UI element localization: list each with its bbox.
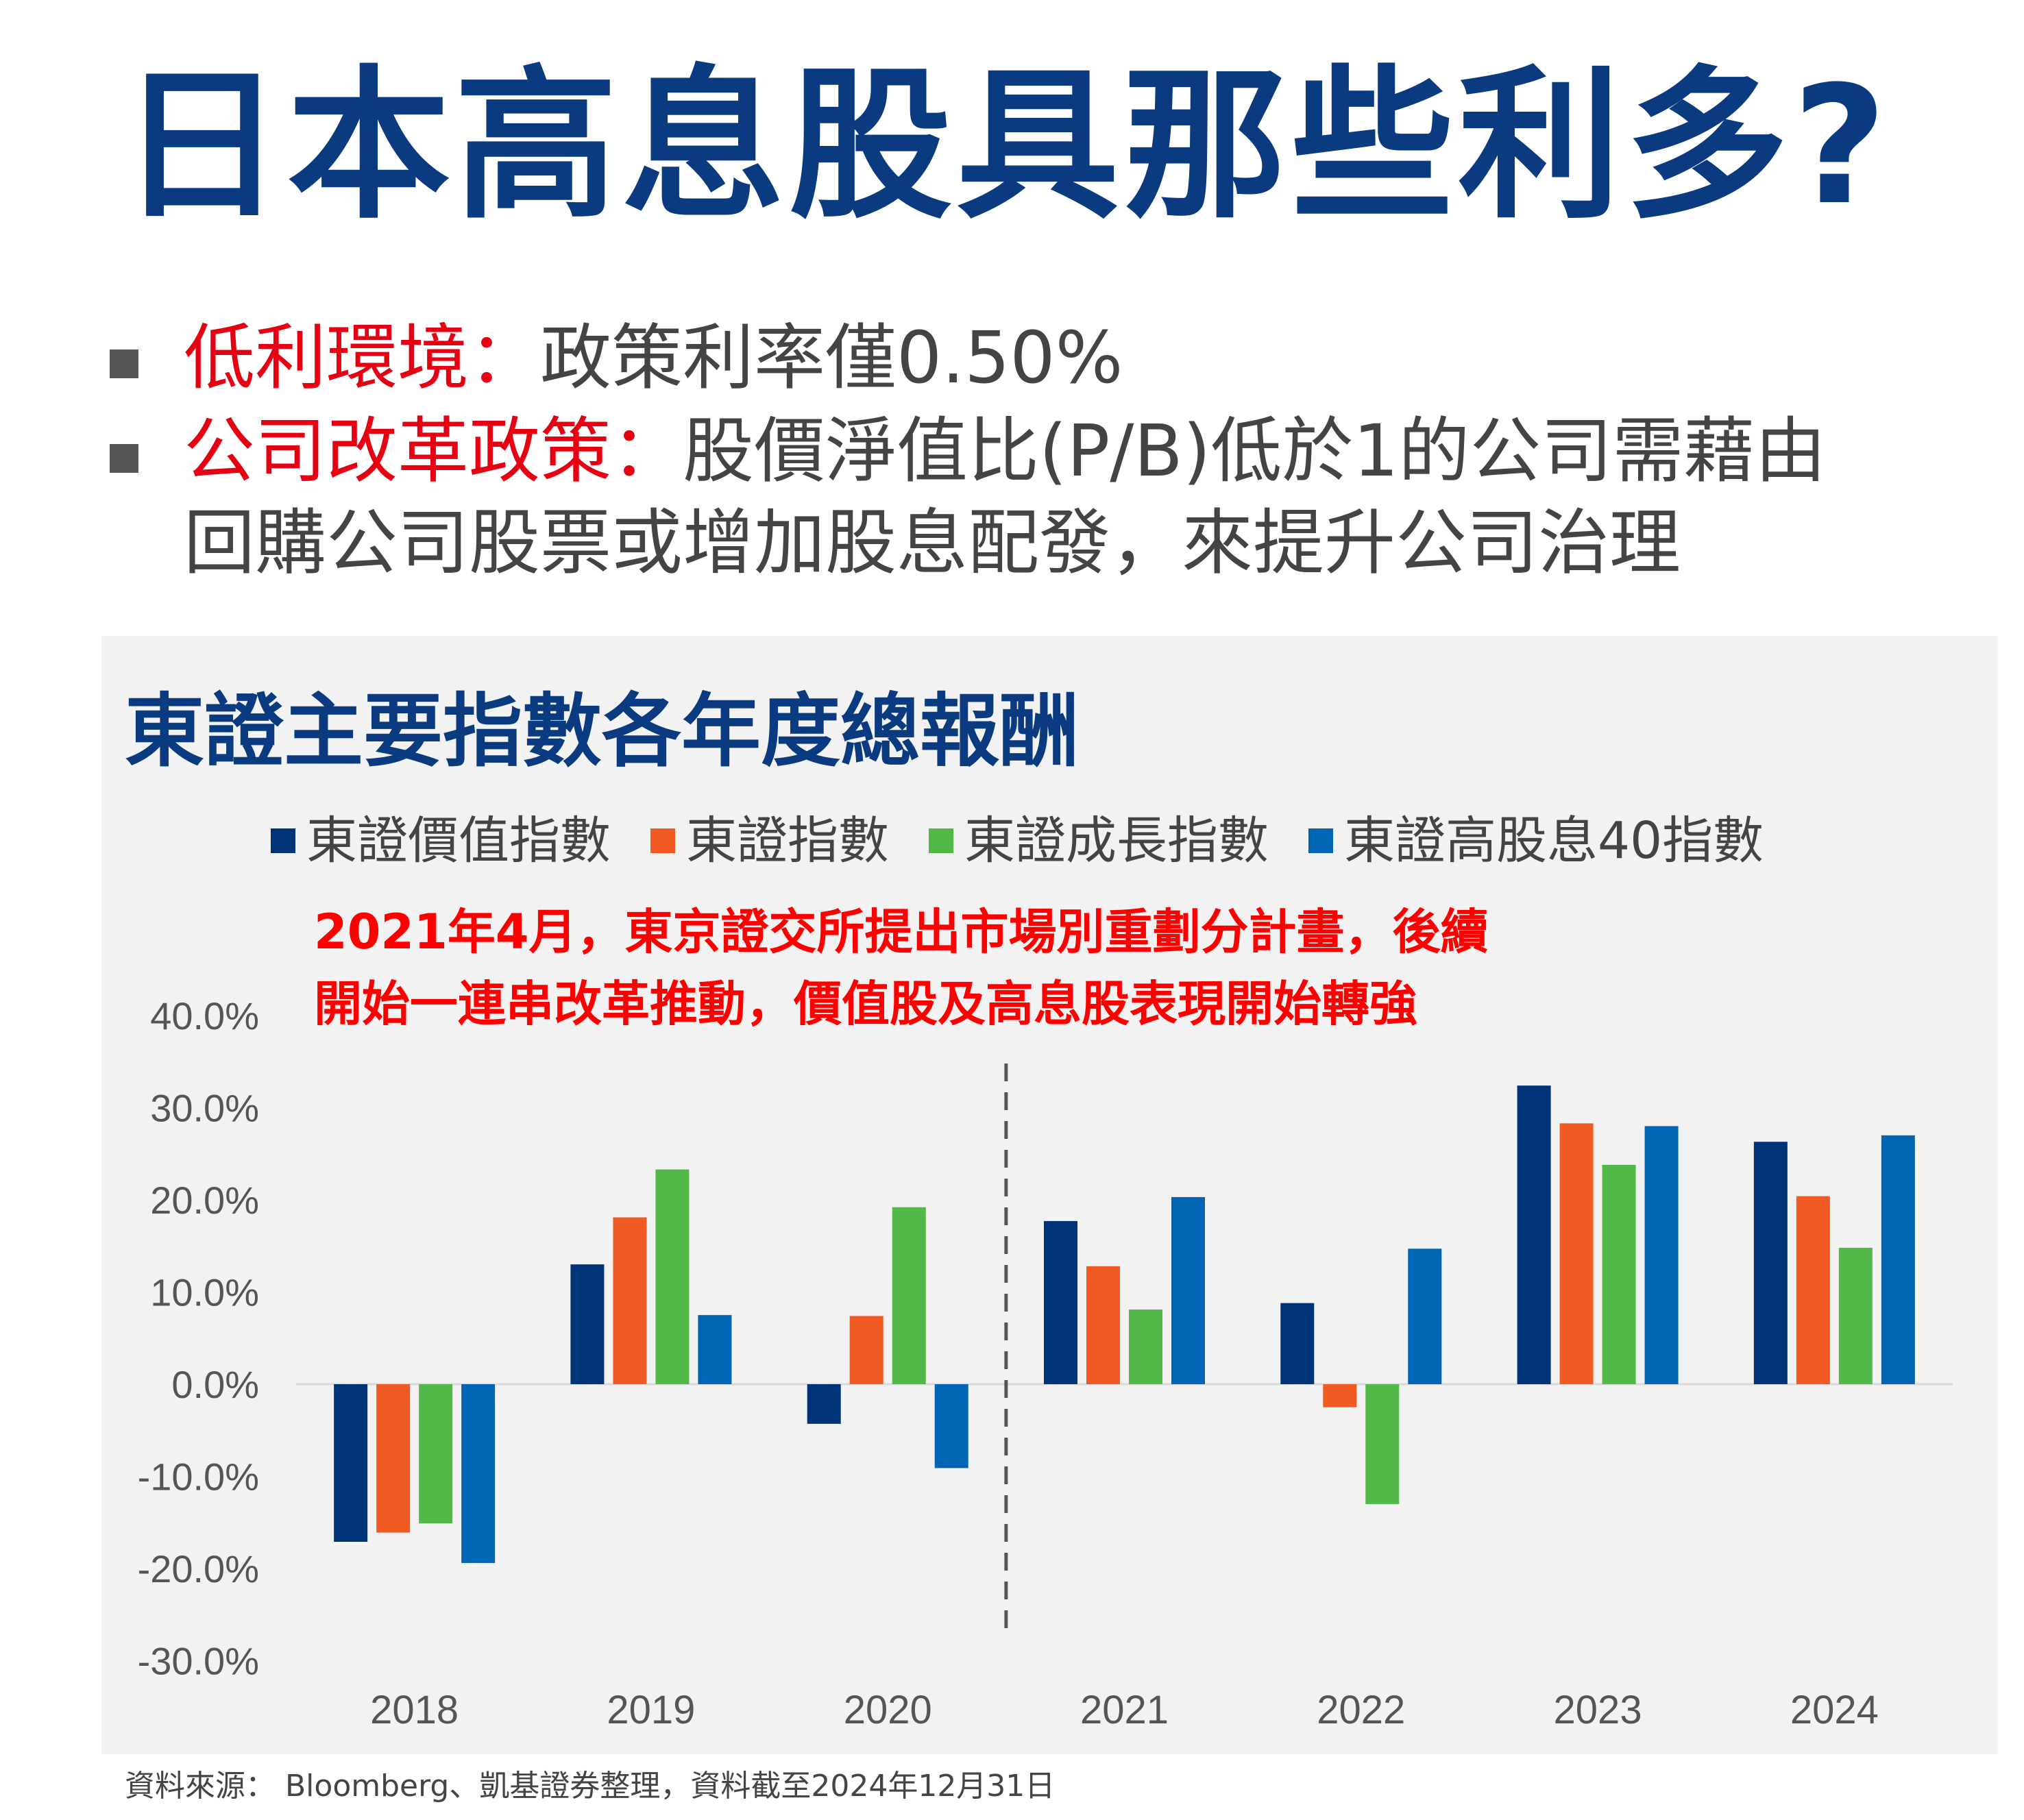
bar-2018-series-0 bbox=[334, 1384, 368, 1542]
bar-2018-series-3 bbox=[461, 1384, 496, 1563]
legend-label: 東證高股息40指數 bbox=[1344, 811, 1764, 870]
bar-2021-series-1 bbox=[1086, 1266, 1120, 1384]
legend-swatch bbox=[271, 828, 295, 853]
bar-2018-series-1 bbox=[376, 1384, 411, 1533]
y-tick-label: -30.0% bbox=[138, 1640, 259, 1683]
legend-label: 東證指數 bbox=[686, 811, 889, 870]
x-tick-label: 2021 bbox=[1080, 1688, 1169, 1732]
legend-label: 東證成長指數 bbox=[964, 811, 1269, 870]
bar-2022-series-1 bbox=[1323, 1384, 1357, 1407]
legend-swatch bbox=[650, 828, 675, 853]
bar-2018-series-2 bbox=[419, 1384, 453, 1524]
page-title: 日本高息股具那些利多? bbox=[120, 51, 1892, 241]
bar-2019-series-2 bbox=[655, 1169, 690, 1384]
bullet-highlight: 公司改革政策： bbox=[184, 409, 683, 493]
bar-2019-series-3 bbox=[698, 1315, 732, 1384]
bullet-icon bbox=[110, 444, 138, 473]
y-tick-label: 0.0% bbox=[171, 1363, 259, 1406]
bar-2023-series-1 bbox=[1559, 1123, 1594, 1384]
bar-2022-series-3 bbox=[1408, 1249, 1442, 1384]
bullet-icon bbox=[110, 349, 138, 378]
bullet-text: 股價淨值比(P/B)低於1的公司需藉由 bbox=[683, 409, 1827, 493]
x-tick-label: 2020 bbox=[844, 1688, 932, 1732]
bar-2021-series-3 bbox=[1171, 1196, 1205, 1384]
bar-2020-series-3 bbox=[934, 1384, 968, 1468]
bar-2024-series-2 bbox=[1838, 1247, 1873, 1384]
legend-label: 東證價值指數 bbox=[306, 811, 611, 870]
legend-item: 東證價值指數 bbox=[271, 815, 611, 866]
x-tick-label: 2023 bbox=[1554, 1688, 1642, 1732]
annotation-line-1: 2021年4月，東京證交所提出市場別重劃分計畫，後續 bbox=[314, 904, 1489, 960]
source-note: 資料來源： Bloomberg、凱基證券整理，資料截至2024年12月31日 bbox=[125, 1769, 1056, 1804]
legend-swatch bbox=[1308, 828, 1333, 853]
chart-panel bbox=[101, 636, 1998, 1754]
x-tick-label: 2018 bbox=[370, 1688, 459, 1732]
bar-2023-series-2 bbox=[1602, 1164, 1636, 1384]
legend-item: 東證成長指數 bbox=[929, 815, 1269, 866]
bullet-reform: 公司改革政策：股價淨值比(P/B)低於1的公司需藉由 bbox=[184, 415, 1826, 487]
bar-2021-series-2 bbox=[1129, 1309, 1162, 1384]
x-tick-label: 2019 bbox=[607, 1688, 695, 1732]
bar-2022-series-2 bbox=[1365, 1384, 1400, 1504]
bar-2021-series-0 bbox=[1044, 1220, 1077, 1384]
chart-title: 東證主要指數各年度總報酬 bbox=[125, 685, 1079, 778]
y-tick-label: 30.0% bbox=[150, 1087, 259, 1130]
bar-2024-series-3 bbox=[1881, 1135, 1915, 1384]
bar-2024-series-0 bbox=[1753, 1142, 1788, 1384]
x-tick-label: 2024 bbox=[1790, 1688, 1879, 1732]
bar-2020-series-0 bbox=[807, 1384, 841, 1424]
legend-item: 東證指數 bbox=[650, 815, 889, 866]
y-tick-label: -10.0% bbox=[138, 1455, 259, 1499]
legend-item: 東證高股息40指數 bbox=[1308, 815, 1764, 866]
bullet-low-rate: 低利環境：政策利率僅0.50% bbox=[184, 322, 1123, 393]
bar-2023-series-0 bbox=[1517, 1085, 1551, 1384]
x-tick-label: 2022 bbox=[1317, 1688, 1405, 1732]
bar-2019-series-0 bbox=[570, 1264, 605, 1384]
y-tick-label: -20.0% bbox=[138, 1547, 259, 1590]
bar-2024-series-1 bbox=[1796, 1196, 1830, 1384]
bullet-text: 政策利率僅0.50% bbox=[540, 316, 1123, 399]
y-tick-label: 40.0% bbox=[150, 994, 259, 1037]
bullet-highlight: 低利環境： bbox=[184, 316, 541, 399]
bar-2023-series-3 bbox=[1644, 1126, 1679, 1384]
annotation-line-2: 開始一連串改革推動，價值股及高息股表現開始轉強 bbox=[314, 976, 1417, 1032]
y-tick-label: 10.0% bbox=[150, 1271, 259, 1314]
chart-legend: 東證價值指數 東證指數 東證成長指數 東證高股息40指數 bbox=[271, 815, 1764, 866]
bar-2022-series-0 bbox=[1280, 1303, 1315, 1384]
bullet-text-continued: 回購公司股票或增加股息配發，來提升公司治理 bbox=[184, 501, 1681, 585]
legend-swatch bbox=[929, 828, 953, 853]
bar-2020-series-2 bbox=[892, 1207, 926, 1384]
bar-2019-series-1 bbox=[613, 1217, 647, 1384]
y-tick-label: 20.0% bbox=[150, 1179, 259, 1222]
bar-2020-series-1 bbox=[849, 1316, 883, 1384]
